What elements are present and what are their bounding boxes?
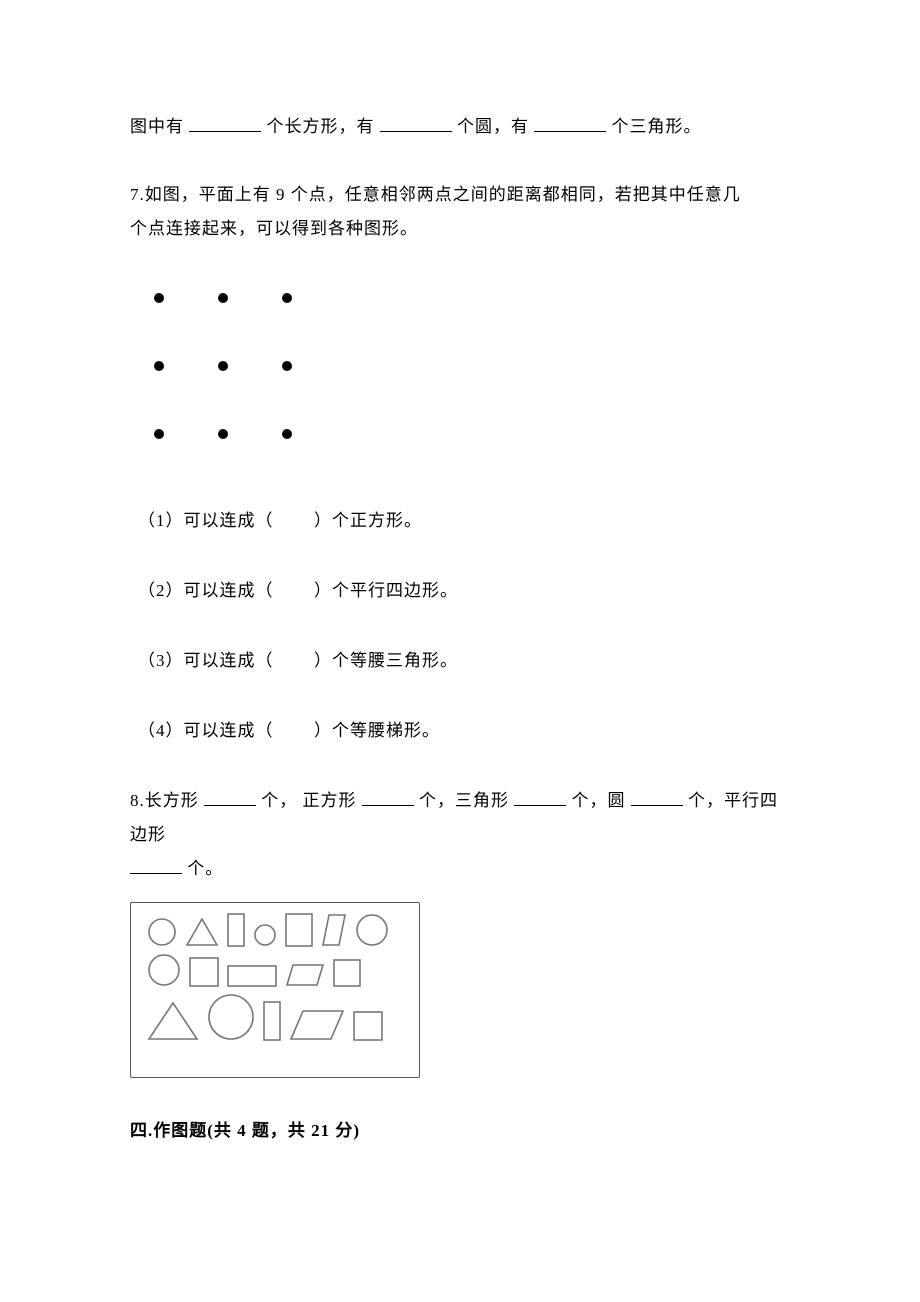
dot-grid: [154, 264, 790, 468]
txt: 个长方形，有: [267, 117, 375, 136]
circle-icon: [147, 953, 181, 987]
q8-line1: 8.长方形 个， 正方形 个，三角形 个，圆 个，平行四边形: [130, 784, 790, 852]
dot-icon: [218, 361, 228, 371]
txt: 个， 正方形: [261, 791, 356, 810]
q8-line2: 个。: [130, 852, 790, 886]
blank-circle[interactable]: [380, 114, 452, 132]
image-count-line: 图中有 个长方形，有 个圆，有 个三角形。: [130, 110, 790, 144]
dot-icon: [282, 429, 292, 439]
circle-icon: [207, 993, 255, 1041]
shapes-row: [147, 913, 407, 947]
triangle-icon: [147, 1001, 199, 1041]
blank-q8-tri[interactable]: [514, 788, 566, 806]
txt: （3）可以连成（: [138, 651, 274, 670]
txt: ）个等腰三角形。: [314, 651, 458, 670]
dot-icon: [218, 429, 228, 439]
txt: 个圆，有: [457, 117, 529, 136]
q7-sub2: （2）可以连成（ ）个平行四边形。: [138, 574, 790, 608]
dot-icon: [154, 429, 164, 439]
txt: ）个平行四边形。: [314, 581, 458, 600]
blank-triangle[interactable]: [534, 114, 606, 132]
txt: 个。: [187, 859, 223, 878]
blank-q8-para[interactable]: [130, 856, 182, 874]
q7-sub4: （4）可以连成（ ）个等腰梯形。: [138, 714, 790, 748]
txt: 8.长方形: [130, 791, 199, 810]
txt: 个三角形。: [612, 117, 702, 136]
rectangle-icon: [227, 913, 245, 947]
dot-icon: [282, 293, 292, 303]
shapes-row: [147, 993, 407, 1041]
square-icon: [189, 957, 219, 987]
dot-icon: [218, 293, 228, 303]
circle-icon: [147, 917, 177, 947]
dot-row: [154, 332, 790, 400]
square-icon: [353, 1011, 383, 1041]
circle-icon: [355, 913, 389, 947]
shapes-figure: [130, 902, 420, 1078]
txt: 个，三角形: [419, 791, 509, 810]
blank-q8-circ[interactable]: [631, 788, 683, 806]
dot-icon: [154, 361, 164, 371]
square-icon: [333, 959, 361, 987]
dot-icon: [282, 361, 292, 371]
q7-stem-line2: 个点连接起来，可以得到各种图形。: [130, 212, 790, 246]
blank-q8-square[interactable]: [362, 788, 414, 806]
q7-stem-line1: 7.如图，平面上有 9 个点，任意相邻两点之间的距离都相同，若把其中任意几: [130, 178, 790, 212]
q7-sub1: （1）可以连成（ ）个正方形。: [138, 504, 790, 538]
blank-q8-rect[interactable]: [204, 788, 256, 806]
q7-sub3: （3）可以连成（ ）个等腰三角形。: [138, 644, 790, 678]
parallelogram-icon: [285, 963, 325, 987]
parallelogram-icon: [289, 1009, 345, 1041]
txt: ）个正方形。: [314, 511, 422, 530]
section-4-heading: 四.作图题(共 4 题，共 21 分): [130, 1114, 790, 1148]
txt: 图中有: [130, 117, 184, 136]
txt: （1）可以连成（: [138, 511, 274, 530]
dot-icon: [154, 293, 164, 303]
triangle-icon: [185, 917, 219, 947]
blank-rect[interactable]: [189, 114, 261, 132]
txt: 个，圆: [572, 791, 626, 810]
txt: （2）可以连成（: [138, 581, 274, 600]
parallelogram-icon: [321, 913, 347, 947]
rectangle-icon: [227, 965, 277, 987]
rectangle-icon: [285, 913, 313, 947]
rectangle-icon: [263, 1001, 281, 1041]
txt: （4）可以连成（: [138, 721, 274, 740]
dot-row: [154, 264, 790, 332]
shapes-row: [147, 953, 407, 987]
dot-row: [154, 400, 790, 468]
circle-icon: [253, 923, 277, 947]
txt: ）个等腰梯形。: [314, 721, 440, 740]
